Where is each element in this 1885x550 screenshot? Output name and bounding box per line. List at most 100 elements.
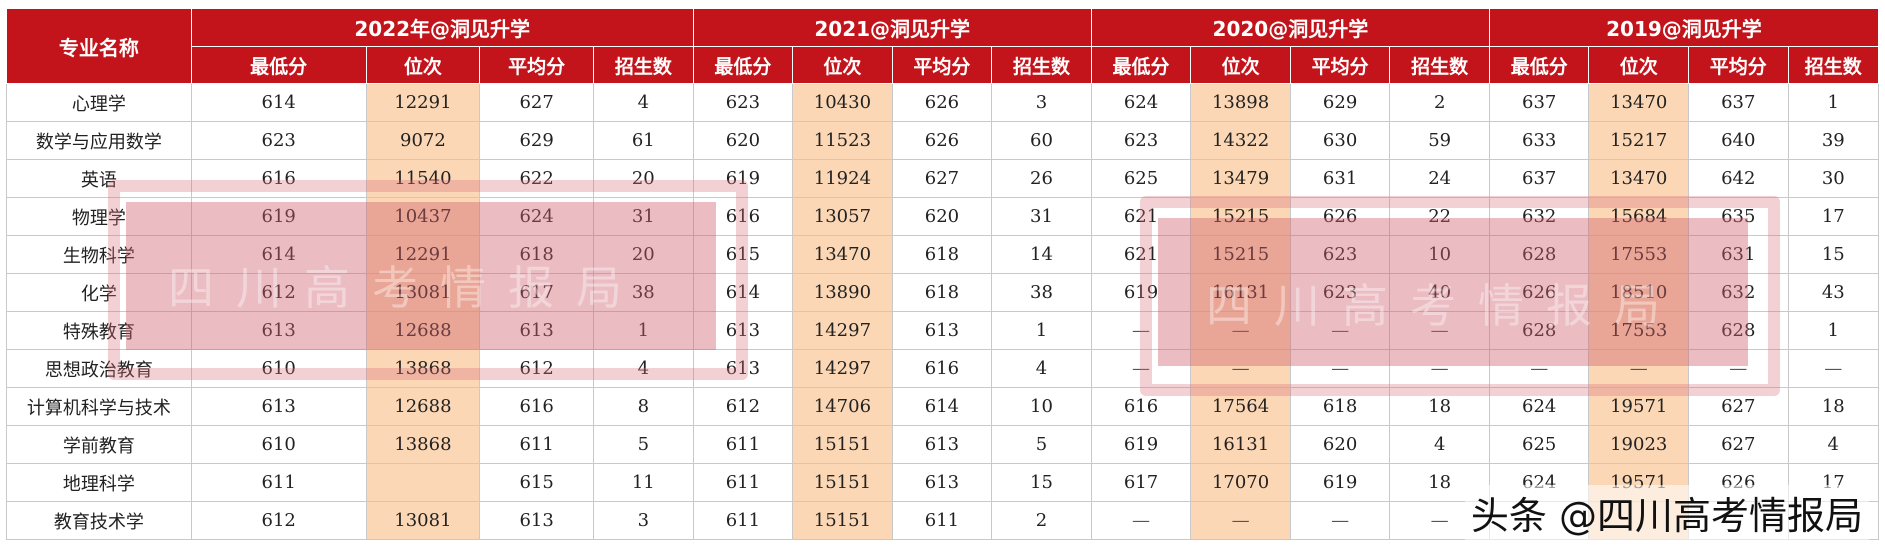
- enrollment-cell: —: [1389, 349, 1490, 388]
- major-name: 物理学: [6, 197, 192, 236]
- rank-cell: 11540: [365, 159, 481, 198]
- subheader-min-score: 最低分: [1090, 46, 1192, 84]
- major-column-header: 专业名称: [6, 8, 192, 84]
- min-score-cell: 616: [692, 197, 794, 236]
- rank-cell: 17070: [1190, 463, 1291, 502]
- min-score-cell: 637: [1488, 159, 1590, 198]
- min-score-cell: 612: [190, 273, 367, 312]
- enrollment-cell: 10: [991, 387, 1092, 426]
- avg-score-cell: 627: [1688, 425, 1789, 464]
- min-score-cell: 616: [1090, 387, 1192, 426]
- rank-cell: 13868: [365, 425, 481, 464]
- avg-score-cell: 627: [479, 83, 595, 122]
- avg-score-cell: 611: [479, 425, 595, 464]
- rank-cell: 9072: [365, 121, 481, 160]
- admission-table: 专业名称 2022年@洞见升学 2021@洞见升学 2020@洞见升学 2019…: [6, 8, 1880, 540]
- min-score-cell: 614: [190, 83, 367, 122]
- avg-score-cell: 622: [479, 159, 595, 198]
- avg-score-cell: 635: [1688, 197, 1789, 236]
- enrollment-cell: 4: [991, 349, 1092, 388]
- avg-score-cell: —: [1289, 349, 1391, 388]
- avg-score-cell: —: [1289, 501, 1391, 540]
- subheader-row: 最低分 位次 平均分 招生数 最低分 位次 平均分 招生数 最低分 位次 平均分 招生数 最低分 位次 平均…: [7, 46, 1880, 84]
- min-score-cell: 628: [1488, 311, 1590, 350]
- min-score-cell: 623: [190, 121, 367, 160]
- subheader-enrollment: 招生数: [1787, 46, 1880, 84]
- min-score-cell: 616: [190, 159, 367, 198]
- avg-score-cell: 613: [479, 501, 595, 540]
- avg-score-cell: 631: [1688, 235, 1789, 274]
- min-score-cell: 610: [190, 349, 367, 388]
- avg-score-cell: 616: [479, 387, 595, 426]
- enrollment-cell: 59: [1389, 121, 1490, 160]
- min-score-cell: 617: [1090, 463, 1192, 502]
- rank-cell: 14706: [792, 387, 893, 426]
- rank-cell: 10430: [792, 83, 893, 122]
- avg-score-cell: 631: [1289, 159, 1391, 198]
- major-name: 教育技术学: [6, 501, 192, 540]
- enrollment-cell: 2: [991, 501, 1092, 540]
- major-name: 化学: [6, 273, 192, 312]
- min-score-cell: 611: [692, 425, 794, 464]
- enrollment-cell: 11: [593, 463, 694, 502]
- min-score-cell: 625: [1090, 159, 1192, 198]
- rank-cell: [365, 463, 481, 502]
- enrollment-cell: 2: [1389, 83, 1490, 122]
- enrollment-cell: 4: [593, 83, 694, 122]
- major-name: 英语: [6, 159, 192, 198]
- enrollment-cell: 38: [991, 273, 1092, 312]
- enrollment-cell: 40: [1389, 273, 1490, 312]
- year-header: 2022年@洞见升学: [190, 8, 694, 47]
- min-score-cell: 614: [692, 273, 794, 312]
- enrollment-cell: 31: [593, 197, 694, 236]
- table-row: 思想政治教育 610 13868 612 4 613 14297 616 4— — — — — — — —: [6, 349, 1880, 388]
- subheader-avg-score: 平均分: [1688, 46, 1789, 84]
- enrollment-cell: 18: [1787, 387, 1880, 426]
- enrollment-cell: 60: [991, 121, 1092, 160]
- min-score-cell: 625: [1488, 425, 1590, 464]
- rank-cell: 10437: [365, 197, 481, 236]
- rank-cell: 11523: [792, 121, 893, 160]
- avg-score-cell: 618: [891, 235, 993, 274]
- min-score-cell: 624: [1488, 387, 1590, 426]
- min-score-cell: —: [1090, 501, 1192, 540]
- table-row: 特殊教育 613 12688 613 1 613 14297 613 1— — — —628 17553…: [6, 311, 1880, 350]
- enrollment-cell: 4: [593, 349, 694, 388]
- enrollment-cell: —: [1787, 349, 1880, 388]
- enrollment-cell: 14: [991, 235, 1092, 274]
- rank-cell: 15215: [1190, 197, 1291, 236]
- major-name: 生物科学: [6, 235, 192, 274]
- avg-score-cell: 626: [891, 121, 993, 160]
- table-row: 心理学 614 12291 627 4 623 10430 626 3 624 13898 629 2 6…: [6, 83, 1880, 122]
- subheader-min-score: 最低分: [190, 46, 367, 84]
- enrollment-cell: 1: [991, 311, 1092, 350]
- avg-score-cell: 627: [1688, 387, 1789, 426]
- enrollment-cell: 30: [1787, 159, 1880, 198]
- rank-cell: 18510: [1588, 273, 1690, 312]
- avg-score-cell: 612: [479, 349, 595, 388]
- rank-cell: 11924: [792, 159, 893, 198]
- enrollment-cell: 39: [1787, 121, 1880, 160]
- min-score-cell: 619: [1090, 273, 1192, 312]
- subheader-rank: 位次: [365, 46, 481, 84]
- avg-score-cell: 618: [1289, 387, 1391, 426]
- rank-cell: 17564: [1190, 387, 1291, 426]
- table-row: 计算机科学与技术 613 12688 616 8 612 14706 614 10 616 1756…: [6, 387, 1880, 426]
- min-score-cell: 632: [1488, 197, 1590, 236]
- rank-cell: 13081: [365, 273, 481, 312]
- avg-score-cell: 613: [479, 311, 595, 350]
- subheader-rank: 位次: [1588, 46, 1690, 84]
- year-header: 2020@洞见升学: [1090, 8, 1490, 47]
- enrollment-cell: 5: [991, 425, 1092, 464]
- avg-score-cell: 619: [1289, 463, 1391, 502]
- min-score-cell: 633: [1488, 121, 1590, 160]
- min-score-cell: 612: [190, 501, 367, 540]
- min-score-cell: 628: [1488, 235, 1590, 274]
- avg-score-cell: 613: [891, 311, 993, 350]
- min-score-cell: 611: [190, 463, 367, 502]
- avg-score-cell: —: [1688, 349, 1789, 388]
- avg-score-cell: 626: [1289, 197, 1391, 236]
- min-score-cell: 619: [190, 197, 367, 236]
- min-score-cell: 610: [190, 425, 367, 464]
- major-name: 地理科学: [6, 463, 192, 502]
